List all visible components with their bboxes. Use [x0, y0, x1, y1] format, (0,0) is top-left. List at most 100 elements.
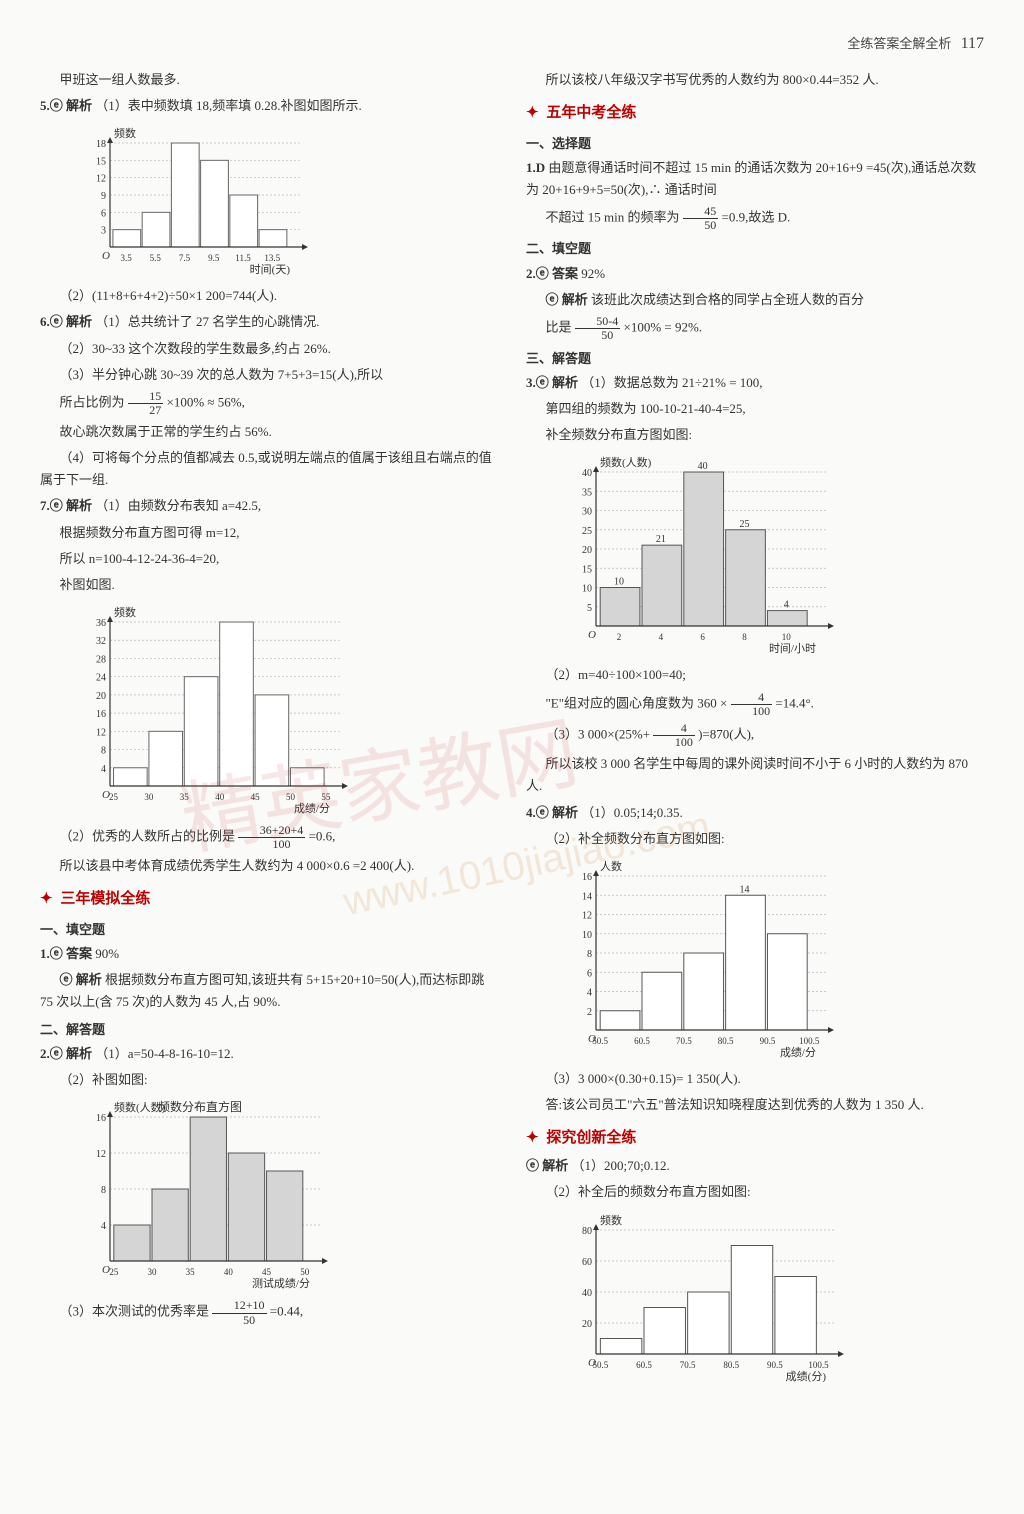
svg-text:成绩/分: 成绩/分 — [294, 802, 330, 814]
svg-text:频数: 频数 — [114, 126, 136, 140]
numerator: 4 — [731, 691, 773, 705]
star-icon: ✦ — [526, 105, 539, 121]
text: 比是 — [546, 319, 572, 334]
subhead: 一、选择题 — [526, 133, 984, 155]
chart5: 2468101214161450.560.570.580.590.5100.5人… — [556, 858, 984, 1058]
svg-text:70.5: 70.5 — [680, 1360, 696, 1370]
text: =0.6, — [309, 828, 336, 843]
r3-6: （3）3 000×(25%+ 4 100 )=870(人), — [526, 722, 984, 749]
q6-1: （1）总共统计了 27 名学生的心跳情况. — [95, 314, 319, 329]
q6-label: 6.ⓔ 解析 — [40, 314, 92, 329]
svg-text:45: 45 — [262, 1267, 272, 1277]
r5-label: ⓔ 解析 — [526, 1158, 568, 1173]
section-text: 探究创新全练 — [546, 1130, 636, 1146]
svg-text:成绩(分): 成绩(分) — [786, 1370, 827, 1382]
svg-text:7.5: 7.5 — [179, 253, 191, 263]
svg-text:人数: 人数 — [600, 860, 622, 873]
l2: 2.ⓔ 解析 （1）a=50-4-8-16-10=12. — [40, 1043, 498, 1065]
svg-text:30: 30 — [582, 507, 592, 518]
text: 不超过 15 min 的频率为 — [546, 210, 680, 225]
section-text: 三年模拟全练 — [60, 891, 150, 907]
r3-7: 所以该校 3 000 名学生中每周的课外阅读时间不小于 6 小时的人数约为 87… — [526, 753, 984, 797]
svg-text:40: 40 — [215, 792, 225, 802]
svg-text:4: 4 — [101, 764, 106, 775]
l2-label: 2.ⓔ 解析 — [40, 1046, 92, 1061]
svg-text:80: 80 — [582, 1226, 592, 1237]
svg-text:4: 4 — [587, 987, 592, 998]
svg-text:9.5: 9.5 — [208, 253, 220, 263]
r4: 4.ⓔ 解析 （1）0.05;14;0.35. — [526, 802, 984, 824]
chart3: 频数分布直方图481216253035404550频数(人数)测试成绩/分O — [70, 1099, 498, 1289]
svg-text:5.5: 5.5 — [150, 253, 162, 263]
svg-text:50: 50 — [286, 792, 296, 802]
left-column: 甲班这一组人数最多. 5.ⓔ 解析 （1）表中频数填 18,频率填 0.28.补… — [40, 69, 498, 1391]
r5-2: （2）补全后的频数分布直方图如图: — [526, 1181, 984, 1203]
svg-text:90.5: 90.5 — [760, 1036, 776, 1046]
numerator: 4 — [653, 722, 695, 736]
svg-text:8: 8 — [587, 949, 592, 960]
svg-text:频数分布直方图: 频数分布直方图 — [158, 1099, 242, 1114]
text: =0.9,故选 D. — [721, 210, 790, 225]
r3-4: （2）m=40÷100×100=40; — [526, 664, 984, 686]
q7-3: 所以 n=100-4-12-24-36-4=20, — [40, 548, 498, 570]
r3-2: 第四组的频数为 100-10-21-40-4=25, — [526, 398, 984, 420]
text: （2）优秀的人数所占的比例是 — [60, 828, 236, 843]
star-icon: ✦ — [526, 1130, 539, 1146]
r3-label: 3.ⓔ 解析 — [526, 375, 578, 390]
svg-text:4: 4 — [659, 632, 664, 642]
svg-text:70.5: 70.5 — [676, 1036, 692, 1046]
svg-text:25: 25 — [109, 1267, 119, 1277]
svg-text:12: 12 — [96, 1149, 106, 1160]
svg-text:8: 8 — [101, 1185, 106, 1196]
denominator: 100 — [238, 838, 305, 851]
text: =0.44, — [270, 1304, 303, 1319]
q5-text: （1）表中频数填 18,频率填 0.28.补图如图所示. — [95, 98, 362, 113]
q7-1: （1）由频数分布表知 a=42.5, — [95, 498, 261, 513]
svg-text:50: 50 — [300, 1267, 310, 1277]
svg-text:5: 5 — [587, 603, 592, 614]
chart1: 3691215183.55.57.59.511.513.5频数时间(天)O — [70, 125, 498, 275]
section-title-3: ✦ 探究创新全练 — [526, 1126, 984, 1152]
svg-text:9: 9 — [101, 191, 106, 202]
r2-exp-label: ⓔ 解析 — [546, 292, 588, 307]
subhead: 二、解答题 — [40, 1019, 498, 1041]
r2-label: 2.ⓔ 答案 — [526, 266, 578, 281]
q7-label: 7.ⓔ 解析 — [40, 498, 92, 513]
svg-text:80.5: 80.5 — [718, 1036, 734, 1046]
q5-2: （2）(11+8+6+4+2)÷50×1 200=744(人). — [40, 285, 498, 307]
svg-text:15: 15 — [96, 157, 106, 168]
q6-4: （4）可将每个分点的值都减去 0.5,或说明左端点的值属于该组且右端点的值属于下… — [40, 447, 498, 491]
svg-text:频数: 频数 — [114, 605, 136, 619]
header-text: 全练答案全解全析 — [847, 36, 951, 51]
l1-exp: ⓔ 解析 根据频数分布直方图可知,该班共有 5+15+20+10=50(人),而… — [40, 969, 498, 1013]
svg-text:11.5: 11.5 — [235, 253, 251, 263]
svg-text:20: 20 — [582, 545, 592, 556]
page-header: 全练答案全解全析 117 — [40, 30, 984, 57]
svg-text:30: 30 — [148, 1267, 158, 1277]
svg-text:32: 32 — [96, 636, 106, 647]
q5-label: 5.ⓔ 解析 — [40, 98, 92, 113]
text: （3）3 000×(25%+ — [546, 727, 651, 742]
svg-text:O: O — [588, 1033, 596, 1045]
svg-text:频数(人数): 频数(人数) — [600, 455, 652, 469]
svg-text:14: 14 — [582, 891, 592, 902]
star-icon: ✦ — [40, 891, 53, 907]
text: =14.4°. — [775, 695, 814, 710]
svg-text:频数: 频数 — [600, 1213, 622, 1227]
svg-text:60.5: 60.5 — [634, 1036, 650, 1046]
svg-text:2: 2 — [587, 1006, 592, 1017]
q6: 6.ⓔ 解析 （1）总共统计了 27 名学生的心跳情况. — [40, 311, 498, 333]
svg-text:25: 25 — [739, 519, 749, 530]
denominator: 50 — [683, 219, 719, 232]
svg-text:25: 25 — [582, 526, 592, 537]
svg-text:35: 35 — [180, 792, 190, 802]
text-line: 所以该校八年级汉字书写优秀的人数约为 800×0.44=352 人. — [526, 69, 984, 91]
svg-text:13.5: 13.5 — [264, 253, 280, 263]
text: )=870(人), — [698, 727, 754, 742]
text: 该班此次成绩达到合格的同学占全班人数的百分 — [591, 292, 864, 307]
q6-3: （3）半分钟心跳 30~39 次的总人数为 7+5+3=15(人),所以 — [40, 364, 498, 386]
l1-exp-label: ⓔ 解析 — [60, 972, 102, 987]
svg-text:36: 36 — [96, 618, 106, 629]
svg-text:8: 8 — [101, 745, 106, 756]
l1: 1.ⓔ 答案 90% — [40, 943, 498, 965]
